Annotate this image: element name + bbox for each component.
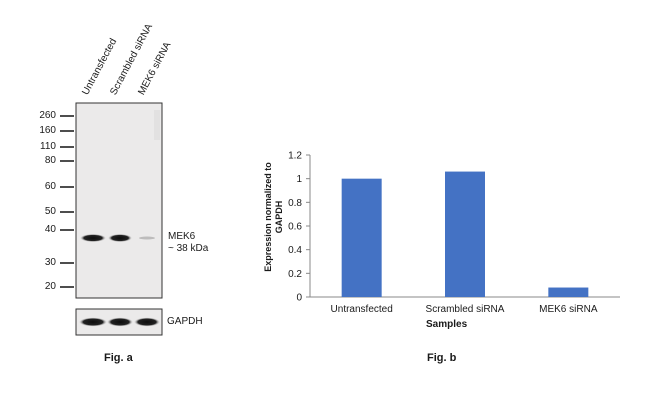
y-tick-label-6: 1.2 (288, 151, 302, 162)
y-tick-label-0: 0 (296, 293, 302, 304)
mw-marker-20: 20 (44, 281, 56, 292)
mw-marker-50: 50 (44, 206, 56, 217)
bar-scrambled-sirna (445, 171, 485, 297)
mw-marker-160: 160 (39, 125, 56, 136)
target-protein-label: MEK6 (168, 231, 196, 242)
mw-marker-260: 260 (39, 110, 56, 121)
mw-marker-40: 40 (44, 224, 56, 235)
mek6-blot-membrane (75, 102, 163, 299)
blot-panels (60, 102, 163, 336)
x-axis-label: Samples (426, 319, 468, 330)
figure-a-caption: Fig. a (104, 352, 133, 364)
mw-marker-ticks (60, 115, 74, 288)
bar-untransfected (341, 178, 382, 297)
gapdh-band-mek6-sirna (134, 317, 160, 327)
x-tick-label-scrambled-sirna: Scrambled siRNA (426, 304, 505, 315)
figure-b-caption: Fig. b (427, 352, 457, 364)
mw-marker-30: 30 (44, 257, 56, 268)
mek6-band-untransfected (80, 234, 106, 242)
y-tick-label-4: 0.8 (288, 198, 302, 209)
target-size-label: ~ 38 kDa (168, 243, 209, 254)
y-tick-label-3: 0.6 (288, 222, 302, 233)
loading-control-label: GAPDH (167, 316, 203, 327)
x-tick-label-mek6-sirna: MEK6 siRNA (539, 304, 598, 315)
mek6-band-mek6-sirna (139, 236, 155, 240)
mw-marker-60: 60 (44, 181, 56, 192)
gapdh-band-untransfected (79, 317, 107, 327)
y-tick-label-1: 0.2 (288, 269, 302, 280)
x-tick-label-untransfected: Untransfected (331, 304, 393, 315)
bar-mek6-sirna (548, 287, 589, 297)
mw-marker-110: 110 (40, 141, 56, 152)
mek6-band-scrambled-sirna (108, 234, 132, 242)
gapdh-band-scrambled-sirna (107, 317, 133, 327)
y-tick-label-5: 1 (296, 174, 302, 185)
mw-marker-80: 80 (44, 155, 56, 166)
y-tick-labels: 0 0.2 0.4 0.6 0.8 1 1.2 (288, 151, 302, 304)
chart-svg: 0 0.2 0.4 0.6 0.8 1 1.2 Untransfected Scrambled… (288, 151, 620, 315)
x-tick-labels: Untransfected Scrambled siRNA MEK6 siRNA (331, 304, 598, 315)
chart-bars (341, 171, 589, 297)
y-tick-label-2: 0.4 (288, 245, 302, 256)
